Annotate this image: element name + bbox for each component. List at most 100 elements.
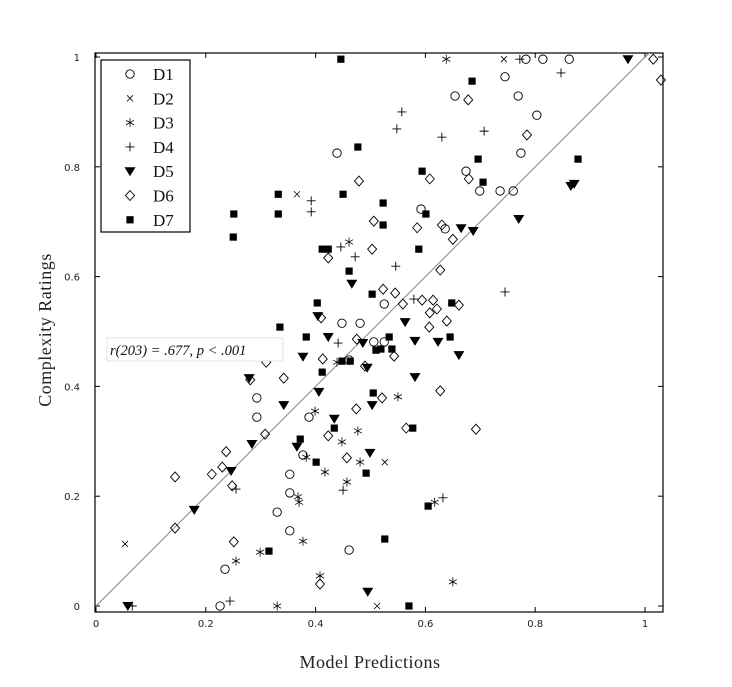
data-point-d3 <box>337 437 347 447</box>
data-point-d7 <box>446 333 454 341</box>
legend-box <box>100 59 191 233</box>
legend-item-d3: D3 <box>125 114 174 133</box>
data-point-d6 <box>390 287 401 299</box>
data-point-d1 <box>532 110 542 120</box>
plus-marker-icon <box>125 142 135 152</box>
data-point-d5 <box>328 414 340 424</box>
data-point-d6 <box>228 536 239 548</box>
data-point-d1 <box>500 72 510 82</box>
data-point-d7 <box>296 435 304 443</box>
y-axis-label: Complexity Ratings <box>35 253 55 407</box>
data-point-d4 <box>515 54 525 64</box>
data-point-d5 <box>453 351 465 361</box>
data-point-d6 <box>435 264 446 276</box>
y-tick-label: 0.8 <box>64 163 80 174</box>
data-point-d4 <box>333 338 343 348</box>
data-point-d3 <box>448 577 458 587</box>
data-point-d1 <box>538 54 548 64</box>
x-tick-label: 1 <box>642 619 648 630</box>
data-point-d6 <box>648 53 659 65</box>
data-point-d6 <box>453 299 464 311</box>
data-point-d6 <box>368 215 379 227</box>
data-point-d7 <box>312 458 320 466</box>
data-point-d4 <box>306 207 316 217</box>
legend-item-d6: D6 <box>124 187 174 206</box>
data-point-d3 <box>255 547 265 557</box>
data-point-d6 <box>436 219 447 231</box>
data-point-d1 <box>344 545 354 555</box>
data-point-d7 <box>338 357 346 365</box>
reference-line <box>95 52 650 607</box>
data-point-d7 <box>345 267 353 275</box>
data-point-d6 <box>206 468 217 480</box>
data-point-d6 <box>447 233 458 245</box>
data-point-d4 <box>397 107 407 117</box>
legend: D1 D2 D3 D4 D5 D6 D7 <box>100 59 191 233</box>
data-point-d3 <box>231 556 241 566</box>
data-point-d1 <box>272 507 282 517</box>
data-point-d7 <box>418 167 426 175</box>
legend-label: D6 <box>153 187 174 206</box>
data-point-d6 <box>424 173 435 185</box>
data-point-d3 <box>302 452 311 462</box>
data-point-d7 <box>318 368 326 376</box>
data-point-d1 <box>355 318 365 328</box>
data-point-d5 <box>364 448 376 458</box>
data-point-d7 <box>379 199 387 207</box>
data-point-d6 <box>227 480 238 492</box>
data-point-d7 <box>302 333 310 341</box>
data-point-d5 <box>357 339 369 349</box>
data-point-d6 <box>169 522 181 534</box>
data-point-d5 <box>409 373 421 383</box>
data-point-d3 <box>320 467 330 477</box>
data-point-d5 <box>322 332 334 342</box>
legend-label: D2 <box>153 89 174 108</box>
data-point-d6 <box>470 423 482 435</box>
data-point-d5 <box>246 440 258 450</box>
data-point-d6 <box>431 303 443 315</box>
data-point-d1 <box>285 469 295 479</box>
data-point-d7 <box>339 190 347 198</box>
data-point-d6 <box>359 360 371 372</box>
data-point-d7 <box>474 155 482 163</box>
series-d7 <box>229 55 582 610</box>
correlation-annotation: r(203) = .677, p < .001 <box>106 337 284 362</box>
annotation-text: r(203) = .677, p < .001 <box>110 343 246 359</box>
legend-item-d1: D1 <box>125 65 174 84</box>
series-d6 <box>169 53 667 590</box>
data-point-d5 <box>297 352 309 362</box>
triangle-down-marker-icon <box>124 167 136 177</box>
data-point-d6 <box>217 461 228 473</box>
data-point-d1 <box>285 488 295 498</box>
axis-ticks: 0 0.2 0.4 0.6 0.8 1 0 0.2 0.4 0.6 0.8 1 <box>64 53 663 630</box>
data-point-d7 <box>330 424 338 432</box>
data-point-d3 <box>353 426 363 436</box>
data-point-d1 <box>252 393 262 403</box>
data-point-d4 <box>438 493 448 503</box>
x-tick-label: 0.4 <box>308 619 324 630</box>
x-tick-label: 0 <box>93 619 99 630</box>
data-point-d6 <box>417 294 428 306</box>
data-point-d2 <box>500 55 508 63</box>
data-point-d6 <box>259 428 271 440</box>
data-point-d6 <box>169 471 181 483</box>
x-tick-label: 0.6 <box>417 619 433 630</box>
data-point-d6 <box>389 350 400 362</box>
data-points <box>121 53 667 611</box>
data-point-d5 <box>409 336 421 346</box>
data-point-d7 <box>379 221 387 229</box>
data-point-d7 <box>337 55 345 63</box>
data-point-d6 <box>353 175 365 187</box>
x-tick-label: 0.8 <box>527 619 543 630</box>
legend-item-d4: D4 <box>125 138 174 157</box>
data-point-d7 <box>324 245 332 253</box>
data-point-d1 <box>369 337 379 347</box>
data-point-d7 <box>369 389 377 397</box>
data-point-d1 <box>516 148 526 158</box>
data-point-d5 <box>399 318 411 328</box>
data-point-d4 <box>338 485 348 495</box>
data-point-d5 <box>622 55 634 65</box>
data-point-d7 <box>409 424 417 432</box>
data-point-d5 <box>225 466 237 476</box>
